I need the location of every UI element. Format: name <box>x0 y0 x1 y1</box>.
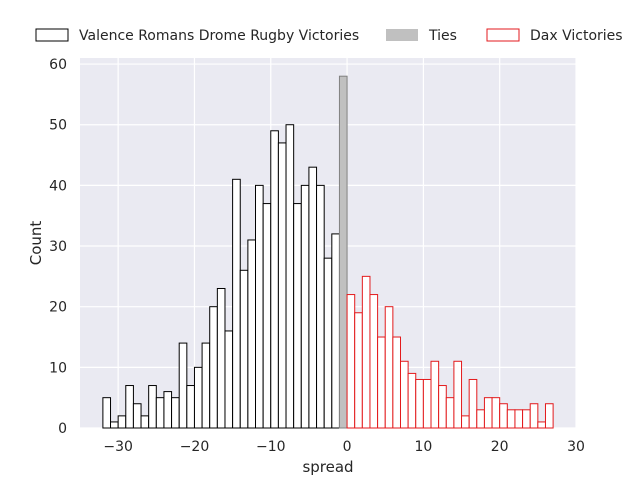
bar-series-2 <box>445 397 455 429</box>
bar-series-2 <box>438 385 447 429</box>
bar-series-2 <box>354 312 363 429</box>
bar-series-0 <box>163 391 173 429</box>
bar-series-0 <box>300 184 310 429</box>
legend-label-dax: Dax Victories <box>530 28 623 44</box>
bar-series-0 <box>285 124 295 429</box>
y-tick-label: 30 <box>49 239 67 255</box>
bar-series-2 <box>399 360 409 429</box>
x-tick-label: 30 <box>567 439 585 455</box>
bar-series-2 <box>453 360 463 429</box>
legend-label-valence: Valence Romans Drome Rugby Victories <box>79 28 359 44</box>
bar-series-2 <box>377 336 386 429</box>
bar-series-2 <box>407 372 417 429</box>
bar-series-0 <box>331 233 340 429</box>
bar-series-2 <box>346 294 356 429</box>
x-tick-label: −30 <box>103 439 133 455</box>
bar-series-2 <box>415 378 424 429</box>
bar-series-0 <box>148 385 157 429</box>
legend-label-ties: Ties <box>428 28 457 44</box>
x-tick-label: −10 <box>256 439 286 455</box>
y-tick-label: 20 <box>49 300 67 316</box>
bar-series-2 <box>461 415 470 429</box>
bar-series-0 <box>155 397 165 429</box>
bar-series-0 <box>132 403 142 429</box>
bar-series-0 <box>125 385 134 429</box>
bar-series-2 <box>537 421 546 429</box>
y-tick-label: 60 <box>49 57 67 73</box>
bar-series-0 <box>255 184 264 429</box>
bar-series-0 <box>186 385 195 429</box>
x-tick-label: 0 <box>343 439 352 455</box>
bar-series-2 <box>422 378 432 429</box>
legend: Valence Romans Drome Rugby Victories Tie… <box>35 28 623 44</box>
bar-series-2 <box>483 397 493 429</box>
bar-series-2 <box>499 403 508 429</box>
x-tick-label: −20 <box>180 439 210 455</box>
x-tick-label: 20 <box>491 439 509 455</box>
bar-series-0 <box>308 166 318 429</box>
bar-series-2 <box>529 403 539 429</box>
bar-series-0 <box>102 397 112 429</box>
bar-series-0 <box>247 239 257 429</box>
bar-series-0 <box>140 415 150 429</box>
bar-series-0 <box>316 184 325 429</box>
bar-series-0 <box>293 203 302 429</box>
bar-series-2 <box>514 409 524 429</box>
bar-series-0 <box>201 342 211 429</box>
bar-series-0 <box>117 415 127 429</box>
bar-series-0 <box>216 287 226 429</box>
bar-series-2 <box>544 403 554 429</box>
bar-series-2 <box>522 409 531 429</box>
x-tick-labels: −30 −20 −10 0 10 20 30 <box>103 439 585 455</box>
y-tick-label: 50 <box>49 118 67 134</box>
bar-series-2 <box>476 409 485 429</box>
x-tick-label: 10 <box>414 439 432 455</box>
bar-series-2 <box>468 378 478 429</box>
legend-swatch-ties <box>386 29 418 41</box>
bar-series-0 <box>277 142 287 429</box>
bar-series-2 <box>506 409 516 429</box>
bar-series-2 <box>392 336 401 429</box>
bar-series-0 <box>193 366 203 429</box>
y-tick-label: 10 <box>49 360 67 376</box>
bar-series-0 <box>270 130 279 429</box>
bar-series-1 <box>338 75 348 429</box>
y-tick-labels: 0 10 20 30 40 50 60 <box>49 57 67 437</box>
bar-series-0 <box>171 397 180 429</box>
y-axis-label: Count <box>27 221 45 266</box>
legend-swatch-valence <box>35 28 69 42</box>
bar-series-2 <box>361 275 371 429</box>
bar-series-0 <box>224 330 234 429</box>
bar-series-0 <box>232 178 241 429</box>
bar-series-2 <box>369 294 379 429</box>
bar-series-0 <box>262 203 272 429</box>
bar-series-0 <box>323 257 333 429</box>
x-axis-label: spread <box>302 458 353 476</box>
legend-swatch-dax <box>486 28 520 42</box>
bar-series-0 <box>209 306 218 429</box>
bar-series-2 <box>430 360 440 429</box>
bar-series-2 <box>491 397 501 429</box>
bar-series-2 <box>384 306 394 429</box>
bar-series-0 <box>110 421 119 429</box>
y-tick-label: 40 <box>49 178 67 194</box>
bar-series-0 <box>239 269 249 429</box>
y-tick-label: 0 <box>58 421 67 437</box>
bars <box>102 75 554 429</box>
bar-series-0 <box>178 342 188 429</box>
